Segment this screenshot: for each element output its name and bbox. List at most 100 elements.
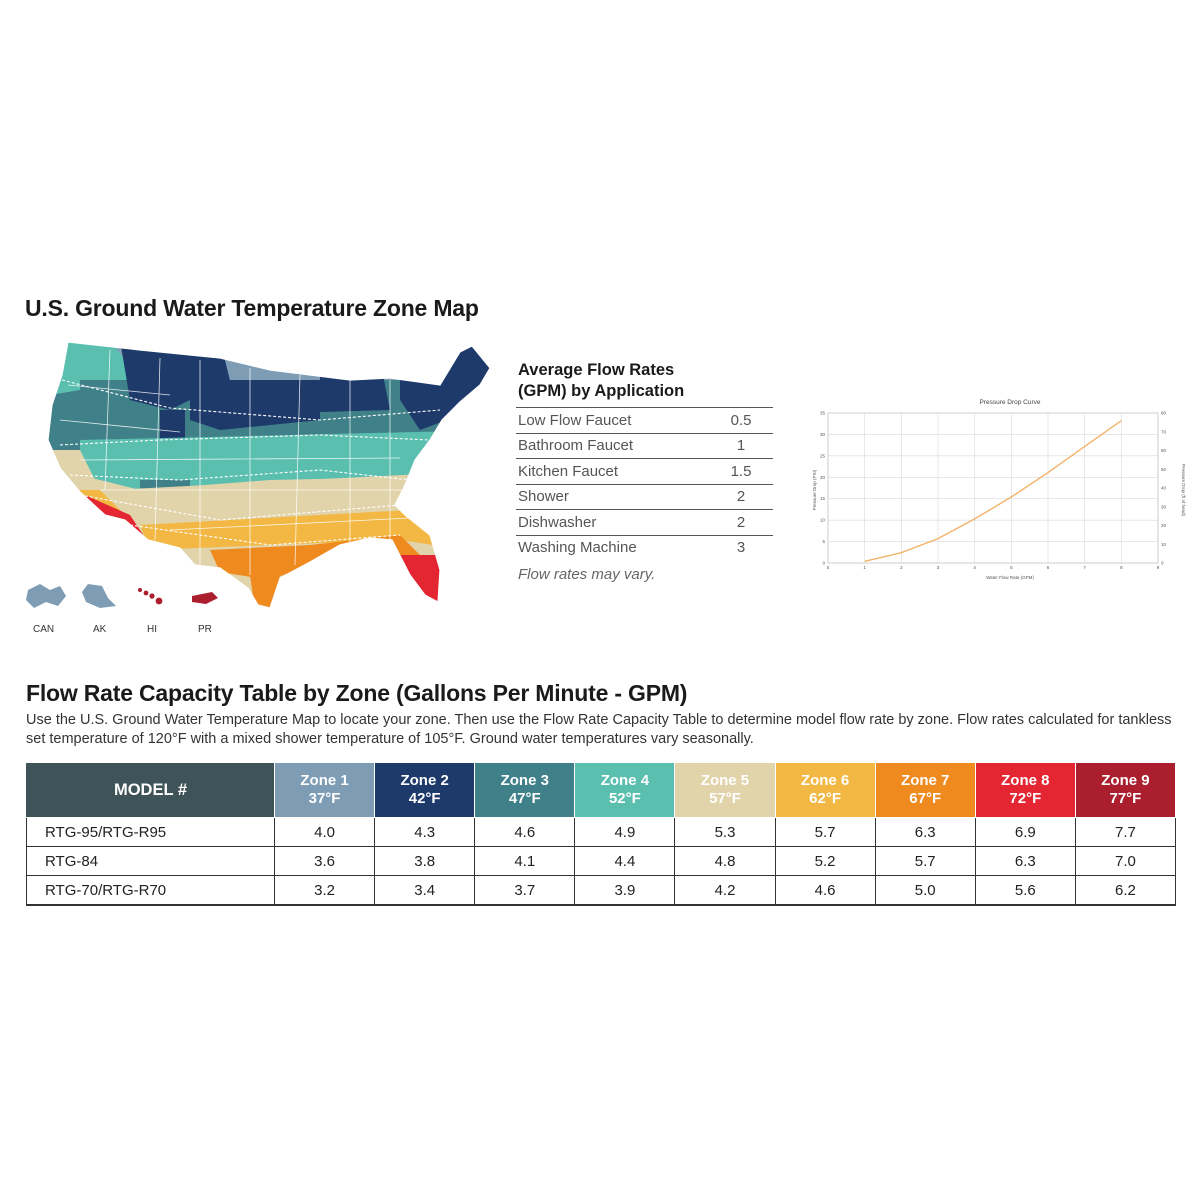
model-name: RTG-84 bbox=[26, 846, 275, 876]
chart-y-tick-label: 35 bbox=[820, 411, 826, 416]
inset-label-hi: HI bbox=[147, 624, 157, 635]
zone-name: Zone 8 bbox=[1001, 772, 1050, 789]
flow-row: Low Flow Faucet 0.5 bbox=[516, 407, 773, 433]
chart-xlabel: Water Flow Rate (GPM) bbox=[986, 575, 1034, 580]
zone-name: Zone 9 bbox=[1101, 772, 1150, 789]
flow-row: Dishwasher 2 bbox=[516, 509, 773, 535]
chart-ylabel: Pressure Drop (PSI) bbox=[812, 469, 817, 510]
capacity-value: 4.4 bbox=[574, 846, 675, 876]
zone-header: Zone 5 57°F bbox=[674, 762, 776, 818]
model-name: RTG-95/RTG-R95 bbox=[26, 817, 275, 847]
zone-temp: 77°F bbox=[1109, 790, 1142, 807]
capacity-value: 6.9 bbox=[974, 817, 1076, 847]
capacity-title: Flow Rate Capacity Table by Zone (Gallon… bbox=[26, 680, 688, 706]
capacity-value: 5.2 bbox=[774, 846, 876, 876]
zone-name: Zone 2 bbox=[400, 772, 449, 789]
flow-row: Kitchen Faucet 1.5 bbox=[516, 458, 773, 484]
zone-header: Zone 7 67°F bbox=[874, 762, 976, 818]
zone-header: Zone 1 37°F bbox=[273, 762, 376, 818]
zone-header: Zone 4 52°F bbox=[574, 762, 676, 818]
chart-y-tick-label: 30 bbox=[820, 432, 826, 437]
zone-temp: 62°F bbox=[809, 790, 842, 807]
chart-y2label: Pressure Drop (ft of head) bbox=[1181, 464, 1186, 517]
chart-y-tick-label: 10 bbox=[820, 518, 826, 523]
flow-gpm: 2 bbox=[709, 509, 773, 535]
flow-gpm: 3 bbox=[709, 534, 773, 560]
zone-header: Zone 6 62°F bbox=[774, 762, 876, 818]
flow-row: Bathroom Faucet 1 bbox=[516, 432, 773, 459]
chart-y2-tick-label: 40 bbox=[1161, 486, 1167, 491]
zone-temp: 67°F bbox=[909, 790, 942, 807]
zone-temp: 47°F bbox=[508, 790, 541, 807]
capacity-value: 7.7 bbox=[1074, 817, 1177, 847]
chart-y-tick-label: 25 bbox=[820, 453, 826, 458]
chart-y-tick-label: 15 bbox=[820, 496, 826, 501]
chart-x-tick-label: 9 bbox=[1157, 565, 1160, 570]
capacity-value: 5.6 bbox=[974, 875, 1076, 906]
chart-grid bbox=[827, 412, 1159, 564]
flow-rates-title-line2: (GPM) by Application bbox=[518, 382, 685, 400]
capacity-value: 4.2 bbox=[674, 875, 776, 906]
chart-y2-tick-label: 20 bbox=[1161, 523, 1167, 528]
model-name: RTG-70/RTG-R70 bbox=[26, 875, 275, 906]
chart-x-tick-label: 8 bbox=[1120, 565, 1123, 570]
inset-label-can: CAN bbox=[33, 624, 55, 635]
pressure-drop-chart: Pressure Drop Curve 0 1 2 3 4 5 6 7 8 90510152025… bbox=[812, 399, 1186, 580]
map-title: U.S. Ground Water Temperature Zone Map bbox=[25, 295, 479, 321]
capacity-value: 5.0 bbox=[874, 875, 976, 906]
chart-x-tick-label: 4 bbox=[973, 565, 976, 570]
zone-map bbox=[26, 341, 491, 609]
chart-x-tick-label: 7 bbox=[1083, 565, 1086, 570]
flow-app: Dishwasher bbox=[516, 509, 709, 535]
capacity-value: 5.3 bbox=[674, 817, 776, 847]
zone-temp: 37°F bbox=[308, 790, 341, 807]
flow-gpm: 0.5 bbox=[709, 407, 773, 433]
inset-maps bbox=[26, 584, 218, 608]
capacity-description: Use the U.S. Ground Water Temperature Ma… bbox=[26, 712, 1172, 747]
chart-x-tick-label: 6 bbox=[1047, 565, 1050, 570]
zone-temp: 72°F bbox=[1009, 790, 1042, 807]
capacity-value: 4.8 bbox=[674, 846, 776, 876]
capacity-table: MODEL # Zone 1 37°F Zone 2 42°F Zone 3 47°F… bbox=[26, 762, 1177, 906]
capacity-row: RTG-70/RTG-R70 3.2 3.4 3.7 3.9 4.2 4.6 5… bbox=[26, 875, 1177, 906]
capacity-value: 6.3 bbox=[874, 817, 976, 847]
flow-row: Washing Machine 3 bbox=[516, 534, 773, 560]
capacity-value: 4.3 bbox=[374, 817, 475, 847]
capacity-value: 3.4 bbox=[374, 875, 475, 906]
flow-gpm: 1 bbox=[709, 432, 773, 459]
zone-name: Zone 7 bbox=[901, 772, 950, 789]
chart-x-tick-label: 5 bbox=[1010, 565, 1013, 570]
capacity-row: RTG-95/RTG-R95 4.0 4.3 4.6 4.9 5.3 5.7 6… bbox=[26, 817, 1177, 847]
chart-title: Pressure Drop Curve bbox=[979, 399, 1040, 406]
chart-x-tick-label: 2 bbox=[900, 565, 903, 570]
flow-row: Shower 2 bbox=[516, 483, 773, 510]
flow-rates-note: Flow rates may vary. bbox=[518, 566, 656, 583]
zone-name: Zone 1 bbox=[300, 772, 349, 789]
zone-name: Zone 3 bbox=[500, 772, 549, 789]
capacity-value: 5.7 bbox=[774, 817, 876, 847]
chart-y2-tick-label: 60 bbox=[1161, 448, 1167, 453]
chart-y-tick-label: 20 bbox=[820, 475, 826, 480]
flow-app: Kitchen Faucet bbox=[516, 458, 709, 484]
chart-x-tick-label: 1 bbox=[863, 565, 866, 570]
zone-name: Zone 6 bbox=[800, 772, 850, 789]
model-header: MODEL # bbox=[26, 762, 275, 818]
capacity-value: 3.8 bbox=[374, 846, 475, 876]
zone-temp: 52°F bbox=[608, 790, 641, 807]
chart-y2-tick-label: 80 bbox=[1161, 411, 1167, 416]
flow-rates-title-line1: Average Flow Rates bbox=[518, 361, 675, 379]
inset-label-ak: AK bbox=[93, 624, 107, 635]
chart-y-tick-label: 5 bbox=[822, 539, 825, 544]
zone-header: Zone 2 42°F bbox=[374, 762, 476, 818]
capacity-value: 3.9 bbox=[574, 875, 675, 906]
chart-y2-tick-label: 30 bbox=[1161, 504, 1167, 509]
capacity-value: 4.9 bbox=[574, 817, 675, 847]
capacity-row: RTG-84 3.6 3.8 4.1 4.4 4.8 5.2 5.7 6.3 7… bbox=[26, 846, 1177, 876]
flow-rates-table: Low Flow Faucet 0.5 Bathroom Faucet 1 Kitc… bbox=[516, 407, 773, 560]
zone-header: Zone 3 47°F bbox=[474, 762, 576, 818]
zone-temp: 57°F bbox=[709, 790, 741, 807]
chart-plot-frame bbox=[827, 412, 1159, 564]
chart-y2-tick-label: 10 bbox=[1161, 542, 1167, 547]
capacity-value: 3.2 bbox=[273, 875, 375, 906]
chart-y2-tick-label: 50 bbox=[1161, 467, 1167, 472]
